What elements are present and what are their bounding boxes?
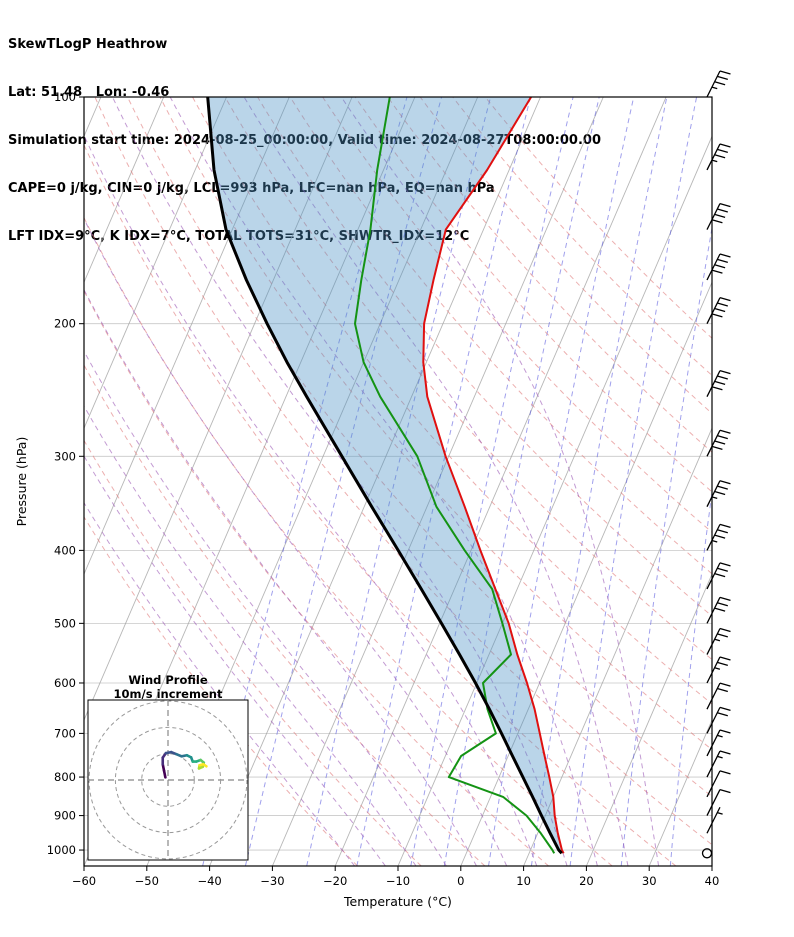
dewpoint-curve (354, 97, 556, 854)
chart-stability-line2: LFT IDX=9°C, K IDX=7°C, TOTAL TOTS=31°C,… (8, 229, 470, 244)
svg-text:40: 40 (705, 874, 720, 888)
chart-header: SkewTLogP Heathrow Lat: 51.48 Lon: -0.46… (8, 5, 601, 277)
svg-text:30: 30 (642, 874, 657, 888)
hodograph-subtitle: 10m/s increment (114, 687, 223, 701)
chart-stability-line1: CAPE=0 j/kg, CIN=0 j/kg, LCL=993 hPa, LF… (8, 181, 495, 196)
x-axis-label: Temperature (°C) (343, 894, 452, 909)
svg-text:−50: −50 (135, 874, 159, 888)
axes: −60 −50 −40 −30 −20 −10 0 10 20 30 40 100 200 300 400 5… (14, 90, 719, 909)
svg-text:20: 20 (579, 874, 594, 888)
svg-text:700: 700 (54, 726, 76, 740)
wind-barbs (701, 70, 731, 859)
svg-text:600: 600 (54, 676, 76, 690)
svg-text:−60: −60 (72, 874, 96, 888)
profile-curves (206, 97, 565, 855)
svg-text:−40: −40 (197, 874, 221, 888)
svg-text:800: 800 (54, 770, 76, 784)
chart-title: SkewTLogP Heathrow (8, 37, 168, 52)
temperature-curve (422, 97, 565, 854)
svg-text:200: 200 (54, 317, 76, 331)
svg-text:10: 10 (516, 874, 531, 888)
svg-text:−20: −20 (323, 874, 347, 888)
svg-text:300: 300 (54, 449, 76, 463)
parcel-curve (206, 97, 563, 855)
svg-text:0: 0 (457, 874, 464, 888)
chart-location: Lat: 51.48 Lon: -0.46 (8, 85, 170, 100)
svg-text:1000: 1000 (47, 843, 76, 857)
calm-wind-circle (701, 848, 713, 859)
cape-shading (207, 97, 564, 854)
svg-text:500: 500 (54, 616, 76, 630)
svg-text:900: 900 (54, 809, 76, 823)
svg-text:400: 400 (54, 543, 76, 557)
svg-text:100: 100 (54, 90, 76, 104)
svg-text:−10: −10 (386, 874, 410, 888)
svg-text:−30: −30 (260, 874, 284, 888)
chart-times: Simulation start time: 2024-08-25_00:00:… (8, 133, 601, 148)
y-axis-label: Pressure (hPa) (14, 437, 29, 527)
hodograph-title: Wind Profile (128, 673, 208, 687)
